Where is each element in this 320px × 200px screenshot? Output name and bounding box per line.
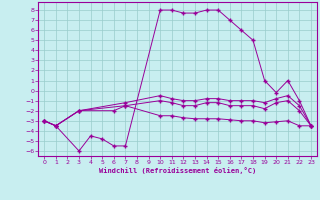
X-axis label: Windchill (Refroidissement éolien,°C): Windchill (Refroidissement éolien,°C) [99,167,256,174]
